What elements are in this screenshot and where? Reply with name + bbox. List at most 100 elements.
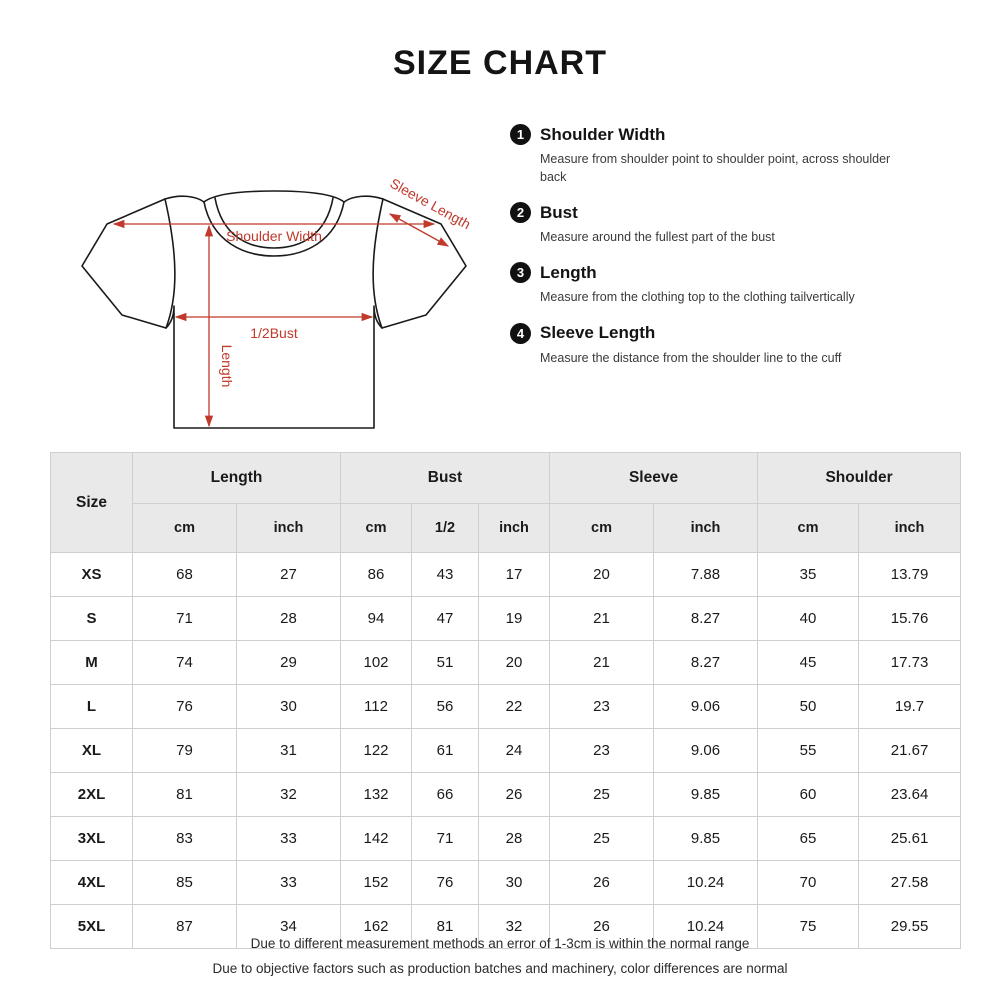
page-title: SIZE CHART [393,44,607,82]
cell-length-cm: 68 [132,552,237,597]
cell-shoulder-inch: 27.58 [858,860,962,905]
cell-length-inch: 33 [236,816,341,861]
table-row: XL 79 31 122 61 24 23 9.06 55 21.67 [50,728,962,773]
cell-shoulder-cm: 70 [757,860,860,905]
legend-item-length: 3 Length Measure from the clothing top t… [510,262,1000,306]
row-size-label: L [50,684,133,729]
cell-sleeve-inch: 10.24 [652,860,759,905]
cell-bust-cm: 86 [340,552,412,597]
cell-shoulder-cm: 40 [757,596,860,641]
size-table-container: Size Length Bust Sleeve Shoulder cm inch… [50,452,962,949]
cell-sleeve-cm: 26 [549,860,654,905]
row-size-label: M [50,640,133,685]
cell-length-cm: 74 [132,640,237,685]
number-badge-icon: 2 [510,202,531,224]
size-table: Size Length Bust Sleeve Shoulder cm inch… [50,452,962,949]
measurement-arrows [112,213,450,428]
header-length-cm: cm [132,503,237,553]
cell-sleeve-inch: 10.24 [652,904,759,949]
table-row: 4XL 85 33 152 76 30 26 10.24 70 27.58 [50,860,962,905]
cell-shoulder-inch: 15.76 [858,596,962,641]
legend-item-sleeve-length: 4 Sleeve Length Measure the distance fro… [510,322,1000,367]
table-unit-header-row: cm inch cm 1/2 inch cm inch cm inch [51,503,962,553]
table-row: 2XL 81 32 132 66 26 25 9.85 60 23.64 [50,772,962,817]
table-row: 5XL 87 34 162 81 32 26 10.24 75 29.55 [50,904,962,949]
cell-length-inch: 32 [236,772,341,817]
size-table-head: Size Length Bust Sleeve Shoulder cm inch… [50,452,962,553]
row-size-label: 4XL [50,860,133,905]
header-bust-cm: cm [340,503,412,553]
cell-shoulder-cm: 35 [757,552,860,597]
cell-bust-inch: 24 [478,728,550,773]
legend-item-bust: 2 Bust Measure around the fullest part o… [510,202,1000,246]
header-sleeve-cm: cm [549,503,654,553]
header-size: Size [50,452,133,553]
cell-bust-cm: 122 [340,728,412,773]
footer-note-measurement: Due to different measurement methods an … [250,936,750,951]
table-row: M 74 29 102 51 20 21 8.27 45 17.73 [50,640,962,685]
row-size-label: XS [50,552,133,597]
cell-bust-half: 66 [411,772,479,817]
cell-bust-half: 71 [411,816,479,861]
header-sleeve-inch: inch [652,503,759,553]
cell-sleeve-inch: 9.85 [652,772,759,817]
measurement-instructions-legend: 1 Shoulder Width Measure from shoulder p… [500,96,1000,383]
cell-length-inch: 33 [236,860,341,905]
row-size-label: 3XL [50,816,133,861]
header-group-shoulder: Shoulder [757,452,962,504]
half-bust-label: 1/2Bust [250,325,298,341]
legend-item-description: Measure around the fullest part of the b… [540,230,775,245]
shoulder-width-label: Shoulder Width [226,228,322,244]
cell-sleeve-inch: 7.88 [652,552,759,597]
footer-disclaimer: Due to different measurement methods an … [0,932,1000,982]
cell-length-inch: 29 [236,640,341,685]
cell-shoulder-cm: 55 [757,728,860,773]
cell-bust-half: 47 [411,596,479,641]
table-group-header-row: Size Length Bust Sleeve Shoulder [50,452,962,553]
legend-item-shoulder-width: 1 Shoulder Width Measure from shoulder p… [510,124,1000,186]
cell-bust-half: 61 [411,728,479,773]
cell-bust-half: 51 [411,640,479,685]
cell-shoulder-cm: 45 [757,640,860,685]
header-group-bust: Bust [340,452,550,504]
row-size-label: 2XL [50,772,133,817]
cell-sleeve-inch: 9.06 [652,728,759,773]
cell-length-cm: 81 [132,772,237,817]
legend-item-title: Sleeve Length [540,323,656,342]
table-row: L 76 30 112 56 22 23 9.06 50 19.7 [50,684,962,729]
cell-sleeve-cm: 21 [549,640,654,685]
cell-bust-inch: 17 [478,552,550,597]
diagram-and-legend-section: Shoulder Width 1/2Bust Length Sleeve Len… [0,86,1000,436]
header-shoulder-inch: inch [858,503,962,553]
cell-bust-half: 56 [411,684,479,729]
legend-item-description: Measure the distance from the shoulder l… [540,350,842,365]
cell-bust-cm: 152 [340,860,412,905]
tshirt-outline [81,190,467,429]
cell-sleeve-cm: 21 [549,596,654,641]
legend-item-title: Bust [540,202,578,222]
cell-sleeve-cm: 20 [549,552,654,597]
header-shoulder-cm: cm [757,503,860,553]
header-group-length: Length [132,452,341,504]
table-row: S 71 28 94 47 19 21 8.27 40 15.76 [50,596,962,641]
number-badge-icon: 3 [510,262,531,284]
cell-shoulder-cm: 60 [757,772,860,817]
cell-bust-cm: 102 [340,640,412,685]
table-row: XS 68 27 86 43 17 20 7.88 35 13.79 [50,552,962,597]
row-size-label: XL [50,728,133,773]
cell-shoulder-inch: 13.79 [858,552,962,597]
cell-length-cm: 79 [132,728,237,773]
cell-sleeve-cm: 25 [549,772,654,817]
cell-length-cm: 71 [132,596,237,641]
legend-item-header: 4 Sleeve Length [510,322,1000,344]
cell-length-inch: 34 [236,904,341,949]
header-group-sleeve: Sleeve [548,452,759,504]
cell-shoulder-inch: 21.67 [858,728,962,773]
cell-bust-cm: 142 [340,816,412,861]
row-size-label: S [50,596,133,641]
legend-item-title: Shoulder Width [540,124,666,144]
cell-sleeve-inch: 8.27 [652,596,759,641]
cell-bust-cm: 94 [340,596,412,641]
legend-item-description: Measure from the clothing top to the clo… [540,290,855,305]
header-bust-inch: inch [478,503,550,553]
